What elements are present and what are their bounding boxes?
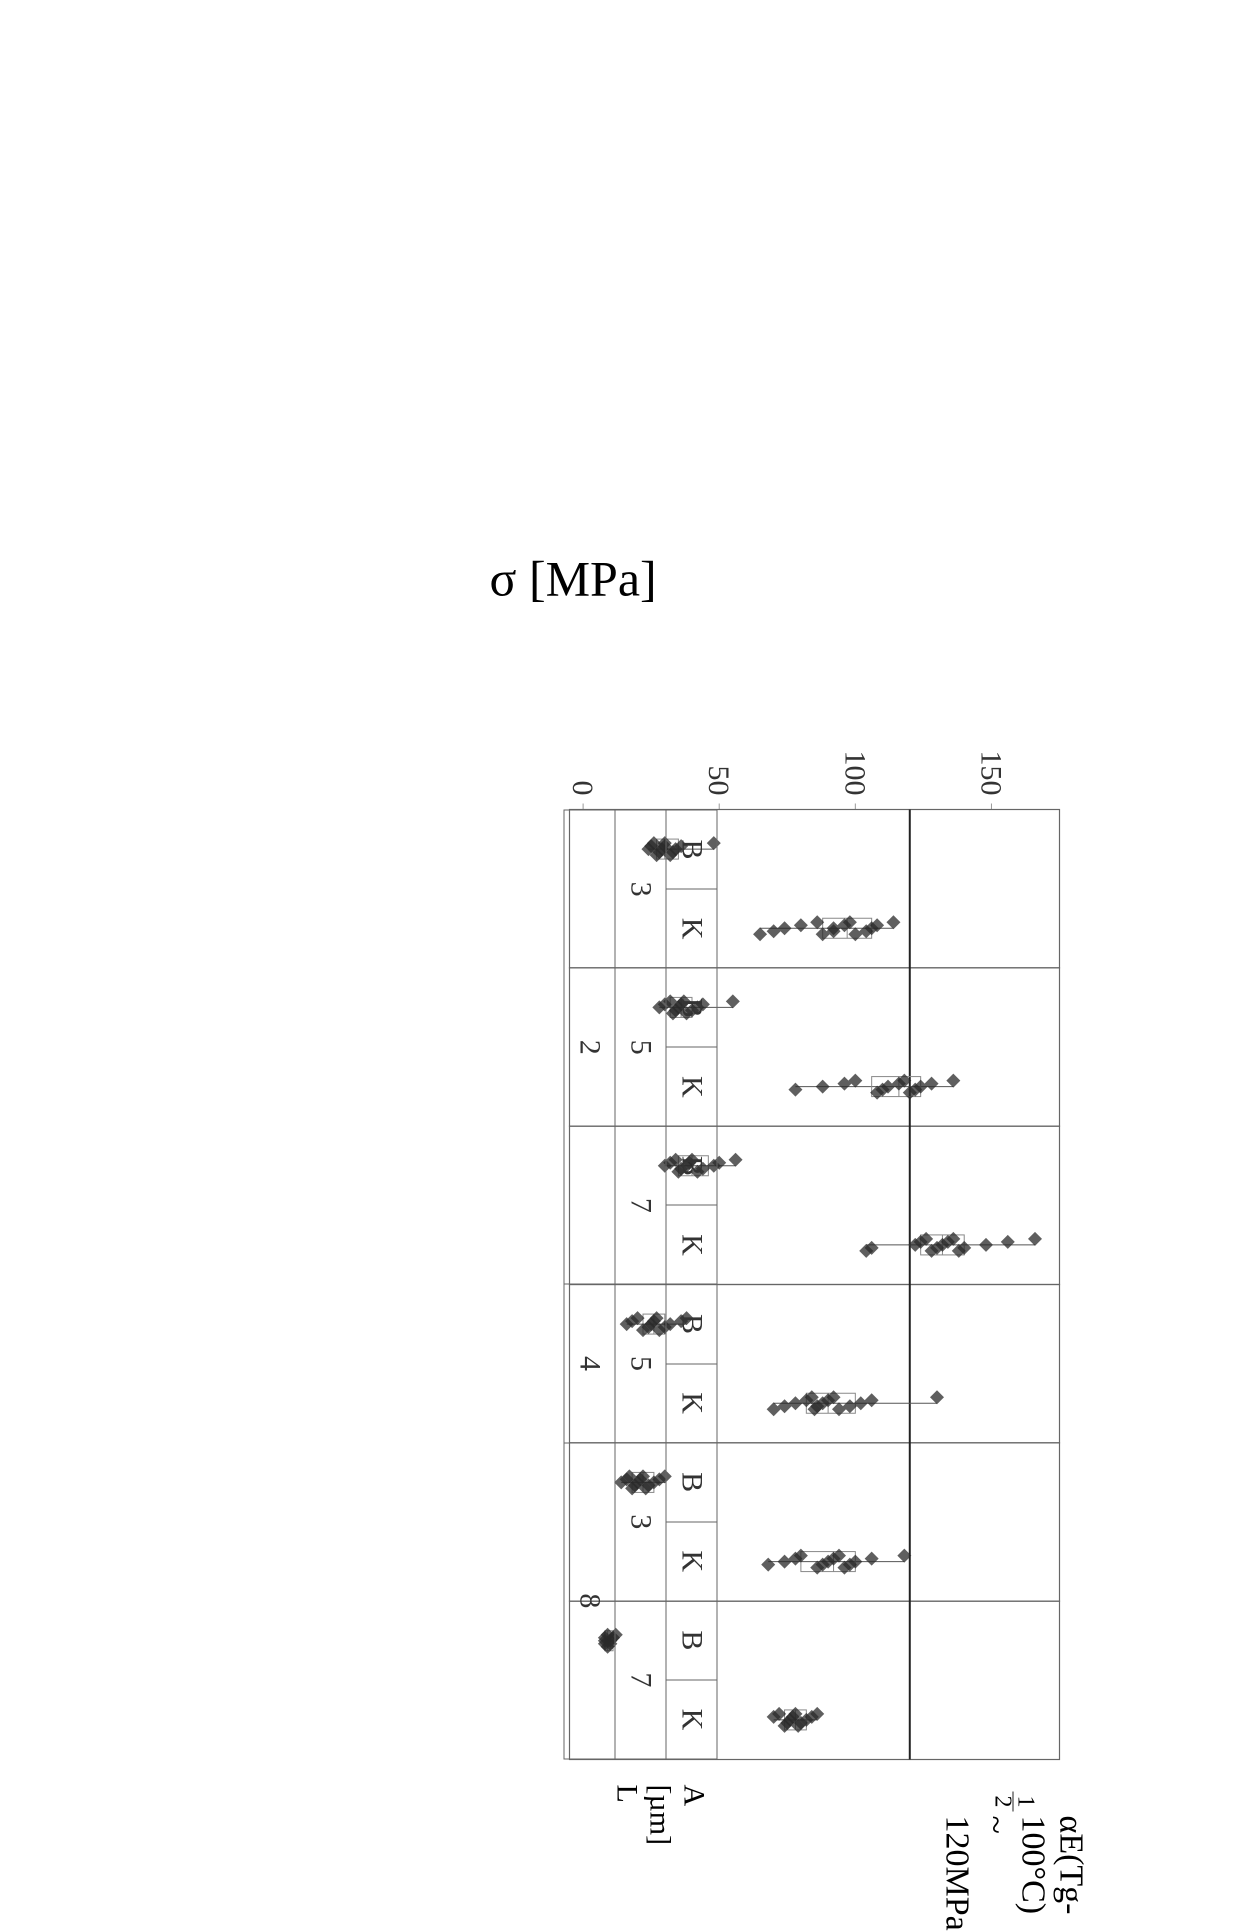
A-cell: 7 [615,1126,666,1284]
col-cell: B [666,1601,717,1680]
A-cell: 3 [615,810,666,968]
col-cell: B [666,1126,717,1205]
col-cell: B [666,1443,717,1522]
col-cell: K [666,1680,717,1759]
L-cell: 8 [564,1443,615,1759]
annotation-text: αE(Tg-100°C) ~ 120MPa [938,1816,1090,1931]
nested-x-axis-table: BKBKBKBKBKBK357537248 [564,810,718,1760]
row-label-L: L [602,1785,652,1846]
fraction-icon: 1 2 [991,1792,1035,1812]
A-cell: 5 [615,1284,666,1442]
svg-text:0: 0 [566,781,599,796]
page-container: FIG. 2 σ [MPa] 1 2 αE(Tg-100°C) ~ 120MPa… [0,230,1240,1470]
col-cell: K [666,889,717,968]
nested-axis-row-labels: A [µm] L [602,1785,702,1846]
plot-svg: 0 50 100 150 [410,750,1210,1760]
A-cell: 5 [615,968,666,1126]
row-label-A: A [µm] [652,1785,702,1846]
col-cell: B [666,968,717,1047]
svg-text:100: 100 [838,751,871,796]
L-cell: 2 [564,810,615,1284]
svg-text:50: 50 [702,766,735,796]
plot-area: 0 50 100 150 [410,750,1210,1760]
col-cell: B [666,1284,717,1363]
L-cell: 4 [564,1284,615,1442]
col-cell: K [666,1205,717,1284]
y-axis-label: σ [MPa] [490,550,657,608]
col-cell: K [666,1364,717,1443]
A-cell: 3 [615,1443,666,1601]
reference-line-annotation: 1 2 αE(Tg-100°C) ~ 120MPa [938,1792,1090,1931]
col-cell: B [666,810,717,889]
A-cell: 7 [615,1601,666,1759]
col-cell: K [666,1522,717,1601]
col-cell: K [666,1047,717,1126]
svg-text:150: 150 [974,751,1007,796]
